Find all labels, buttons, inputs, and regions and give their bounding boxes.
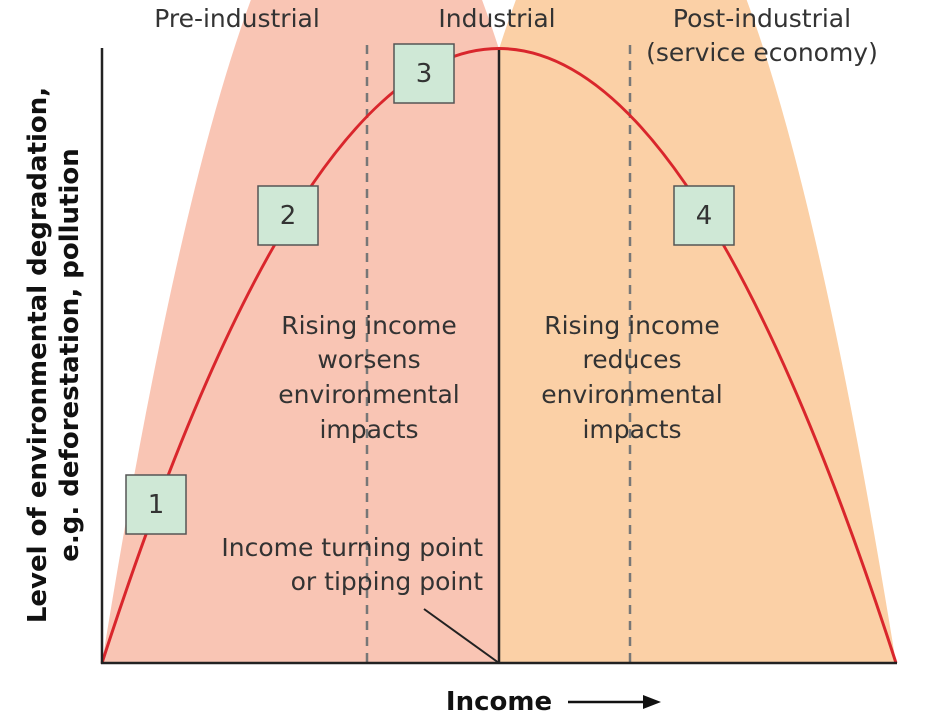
stage-label-industrial: Industrial [438, 4, 555, 33]
turning-point-label-line-1: Income turning point [221, 533, 483, 562]
kuznets-curve [100, 47, 898, 664]
stage-label-post-industrial: Post-industrial [673, 4, 851, 33]
stage-box-2-number: 2 [280, 201, 297, 231]
stage-box-3: 3 [393, 43, 455, 104]
x-axis-arrow-icon [643, 695, 661, 709]
y-axis-title-line-1: Level of environmental degradation, [23, 87, 53, 623]
falling-region-line-3: environmental [541, 380, 722, 409]
stage-box-2: 2 [257, 185, 319, 246]
falling-region-line-2: reduces [583, 345, 682, 374]
x-axis-title: Income [446, 687, 552, 717]
rising-impact-region [102, 0, 499, 663]
stage-box-3-number: 3 [416, 59, 433, 89]
turning-point-label-line-2: or tipping point [291, 567, 484, 596]
turning-point-leader-line [423, 608, 500, 664]
stage-box-1: 1 [125, 474, 187, 535]
falling-region-line-4: impacts [582, 415, 681, 444]
falling-region-line-1: Rising income [544, 311, 720, 340]
rising-region-line-3: environmental [278, 380, 459, 409]
stage-label-service-economy: (service economy) [646, 38, 878, 67]
stage-box-1-number: 1 [148, 490, 165, 520]
stage-label-pre-industrial: Pre-industrial [154, 4, 320, 33]
rising-region-line-4: impacts [319, 415, 418, 444]
falling-impact-region [499, 0, 896, 663]
stage-box-4-number: 4 [696, 201, 713, 231]
stage-box-4: 4 [673, 185, 735, 246]
y-axis-title-line-2: e.g. deforestation, pollution [55, 148, 85, 562]
rising-region-line-1: Rising income [281, 311, 457, 340]
rising-region-line-2: worsens [317, 345, 420, 374]
